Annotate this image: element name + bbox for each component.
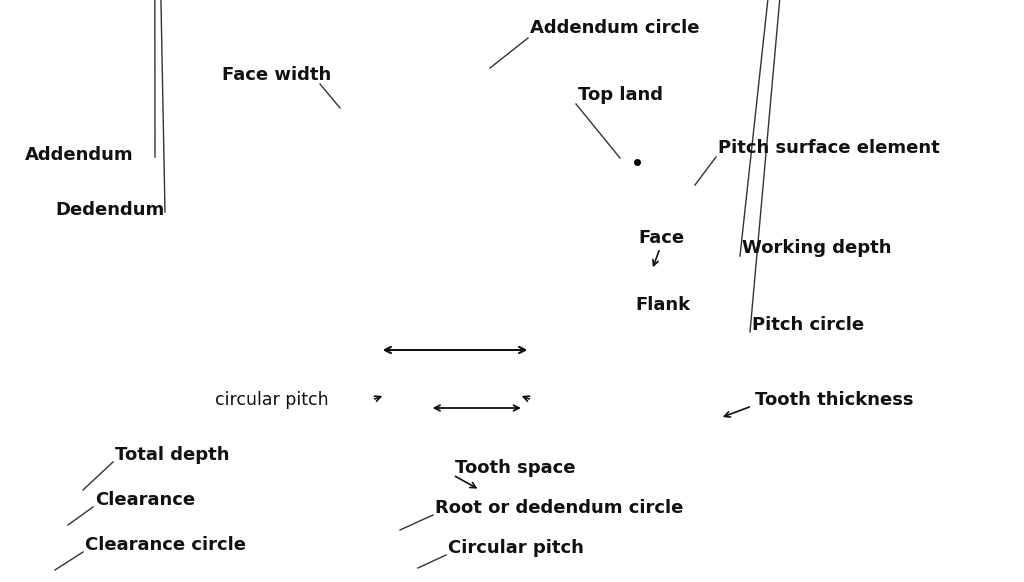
- Text: Addendum circle: Addendum circle: [530, 19, 699, 37]
- Text: Clearance circle: Clearance circle: [85, 536, 246, 554]
- Text: Clearance: Clearance: [95, 491, 196, 509]
- Text: Face width: Face width: [222, 66, 331, 84]
- Text: Working depth: Working depth: [742, 239, 892, 257]
- Text: Dedendum: Dedendum: [55, 201, 164, 219]
- Text: Top land: Top land: [578, 86, 663, 104]
- Text: circular pitch: circular pitch: [215, 391, 329, 409]
- Text: Pitch surface element: Pitch surface element: [718, 139, 940, 157]
- Text: Pitch circle: Pitch circle: [752, 316, 864, 334]
- Text: Total depth: Total depth: [115, 446, 229, 464]
- Text: Tooth thickness: Tooth thickness: [755, 391, 913, 409]
- Text: Root or dedendum circle: Root or dedendum circle: [435, 499, 683, 517]
- Text: Flank: Flank: [635, 296, 690, 314]
- Text: Addendum: Addendum: [25, 146, 133, 164]
- Text: Circular pitch: Circular pitch: [449, 539, 584, 557]
- Text: Face: Face: [638, 229, 684, 247]
- Text: Tooth space: Tooth space: [455, 459, 575, 477]
